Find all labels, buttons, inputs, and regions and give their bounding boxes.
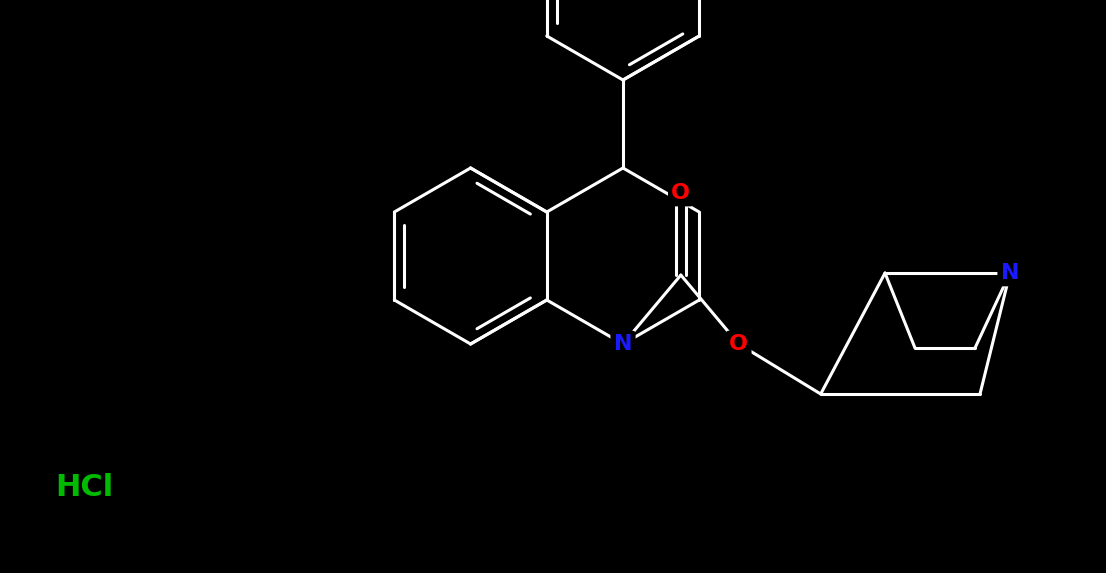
- Text: O: O: [671, 183, 690, 203]
- Text: O: O: [729, 334, 748, 354]
- Text: N: N: [1001, 263, 1020, 283]
- Text: HCl: HCl: [55, 473, 113, 503]
- Text: N: N: [614, 334, 633, 354]
